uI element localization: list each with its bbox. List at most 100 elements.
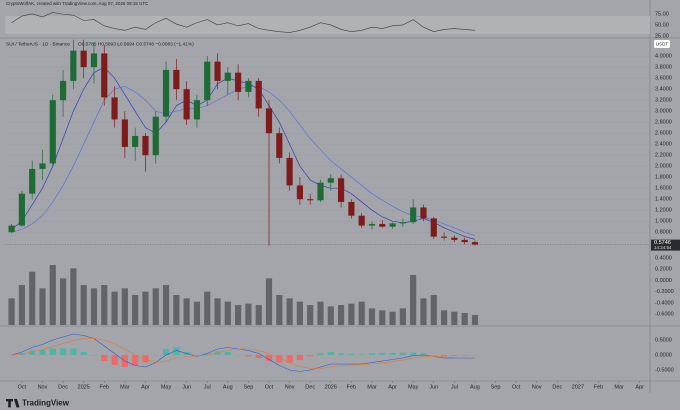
volume-bar bbox=[296, 301, 303, 325]
x-tick-label: 2025 bbox=[78, 384, 90, 390]
candle-body bbox=[90, 53, 98, 68]
candle-body bbox=[59, 80, 67, 101]
countdown-label: 14:24:54 bbox=[654, 245, 672, 250]
volume-bar bbox=[90, 288, 98, 325]
candle-body bbox=[368, 223, 376, 226]
price-tick-label: 3.8000 bbox=[655, 65, 672, 71]
candle-body bbox=[111, 97, 118, 120]
volume-bar bbox=[307, 305, 314, 325]
x-tick-label: Mar bbox=[367, 384, 377, 390]
volume-bar bbox=[101, 285, 108, 325]
rsi-line bbox=[11, 12, 475, 33]
currency-badge[interactable] bbox=[654, 40, 670, 48]
macd-histogram-bar bbox=[389, 352, 396, 355]
volume-bar bbox=[152, 288, 159, 325]
macd-histogram-bar bbox=[173, 347, 180, 355]
candle-body bbox=[70, 50, 77, 81]
x-tick-label: Nov bbox=[285, 384, 295, 390]
volume-bar bbox=[245, 303, 252, 325]
volume-bar bbox=[286, 298, 293, 325]
volume-bar bbox=[420, 298, 427, 325]
candle-body bbox=[162, 69, 170, 117]
volume-bar bbox=[162, 285, 170, 325]
macd-histogram-bar bbox=[338, 353, 345, 355]
candle-body bbox=[18, 193, 25, 226]
volume-bar bbox=[389, 311, 396, 325]
price-tick-label: 0.8000 bbox=[655, 230, 672, 236]
macd-histogram-bar bbox=[399, 352, 406, 355]
macd-histogram-bar bbox=[39, 349, 46, 355]
macd-histogram-bar bbox=[80, 352, 87, 355]
volume-bar bbox=[173, 295, 180, 325]
volume-bar bbox=[29, 271, 36, 325]
volume-bar bbox=[121, 288, 128, 325]
rsi-tick-label: 25.00 bbox=[655, 34, 669, 40]
x-tick-label: 2026 bbox=[325, 384, 337, 390]
x-tick-label: Dec bbox=[305, 384, 315, 390]
symbol-title: SUI / TetherUS · 1D · Binance bbox=[6, 41, 70, 47]
x-tick-label: Nov bbox=[532, 384, 542, 390]
candle-body bbox=[276, 133, 283, 158]
price-tick-label: 1.6000 bbox=[655, 186, 672, 192]
macd-histogram-bar bbox=[132, 355, 139, 366]
macd-line bbox=[11, 337, 475, 369]
macd-line bbox=[11, 333, 475, 372]
price-tick-label: 4.0000 bbox=[655, 54, 672, 60]
aux-tick-label: 0.0000 bbox=[655, 278, 672, 284]
aux-tick-label: 0.4000 bbox=[655, 255, 672, 261]
candle-body bbox=[420, 207, 427, 219]
x-tick-label: Aug bbox=[470, 384, 480, 390]
brand: TradingView bbox=[6, 399, 70, 408]
brand-logo bbox=[6, 399, 20, 408]
candle-body bbox=[389, 223, 396, 227]
candle-body bbox=[430, 218, 437, 237]
volume-bar bbox=[265, 278, 273, 325]
aux-tick-label: -0.6000 bbox=[655, 311, 674, 317]
x-tick-label: May bbox=[408, 384, 419, 390]
currency-label[interactable]: USDT bbox=[656, 41, 669, 46]
candle-body bbox=[183, 89, 190, 120]
candle-body bbox=[173, 69, 180, 90]
x-tick-label: Dec bbox=[552, 384, 562, 390]
candle-body bbox=[80, 50, 87, 68]
price-tick-label: 2.8000 bbox=[655, 120, 672, 126]
volume-bar bbox=[183, 298, 190, 325]
last-price-label: 0.5746 bbox=[654, 240, 671, 246]
x-tick-label: Apr bbox=[141, 384, 150, 390]
candle-body bbox=[245, 80, 252, 92]
x-tick-label: Jul bbox=[204, 384, 211, 390]
volume-bar bbox=[193, 301, 201, 325]
candle-body bbox=[399, 222, 406, 224]
volume-bar bbox=[317, 301, 324, 325]
macd-tick-label: 0.0000 bbox=[655, 352, 672, 358]
volume-bar bbox=[471, 315, 479, 325]
aux-tick-label: -0.4000 bbox=[655, 300, 674, 306]
macd-tick-label: -0.5000 bbox=[655, 367, 674, 373]
candle-body bbox=[204, 61, 211, 101]
volume-bar bbox=[132, 295, 139, 325]
x-tick-label: Oct bbox=[265, 384, 274, 390]
candle-body bbox=[286, 157, 293, 186]
candle-body bbox=[101, 53, 108, 98]
x-tick-label: Nov bbox=[38, 384, 48, 390]
candle-body bbox=[338, 178, 345, 202]
candle-body bbox=[471, 242, 479, 245]
last-price-box bbox=[651, 239, 680, 251]
rsi-tick-label: 50.00 bbox=[655, 22, 669, 28]
price-tick-label: 3.4000 bbox=[655, 87, 672, 93]
volume-bar bbox=[410, 275, 417, 325]
macd-histogram-bar bbox=[255, 355, 262, 358]
candle-body bbox=[440, 236, 448, 238]
attribution: CryptoWolfAK, created with TradingView.c… bbox=[6, 1, 149, 6]
volume-bar bbox=[276, 295, 283, 325]
macd-histogram-bar bbox=[276, 355, 283, 363]
volume-bar bbox=[348, 303, 355, 325]
x-tick-label: Mar bbox=[614, 384, 624, 390]
macd-histogram-bar bbox=[296, 355, 303, 361]
macd-histogram-bar bbox=[317, 353, 324, 355]
x-tick-label: Feb bbox=[100, 384, 109, 390]
candle-body bbox=[265, 108, 273, 134]
macd-histogram-bar bbox=[451, 355, 458, 356]
macd-histogram-bar bbox=[307, 355, 314, 357]
